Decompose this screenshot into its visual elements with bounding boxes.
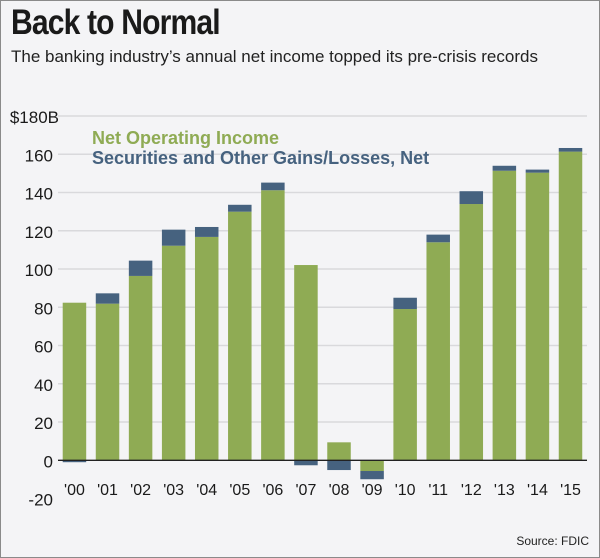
x-tick-label: '00 xyxy=(64,482,85,499)
bar-securities-gains-00 xyxy=(62,460,87,463)
bar-securities-gains-06 xyxy=(261,182,285,191)
bar-securities-gains-08 xyxy=(327,460,351,471)
bar-securities-gains-13 xyxy=(492,165,517,171)
y-tick-label: 0 xyxy=(44,452,53,471)
bar-net-operating-income-14 xyxy=(525,172,550,461)
x-tick-label: '08 xyxy=(329,482,350,499)
bar-net-operating-income-13 xyxy=(492,170,517,461)
bar-securities-gains-15 xyxy=(558,147,583,152)
bar-securities-gains-07 xyxy=(294,460,318,466)
bar-securities-gains-02 xyxy=(128,260,153,276)
x-tick-label: '12 xyxy=(461,482,482,499)
bar-securities-gains-11 xyxy=(426,234,450,243)
bar-securities-gains-14 xyxy=(525,169,550,173)
bar-net-operating-income-09 xyxy=(360,460,384,472)
x-tick-label: '13 xyxy=(494,482,515,499)
bar-net-operating-income-11 xyxy=(426,242,450,461)
x-tick-label: '03 xyxy=(163,482,184,499)
y-tick-label: 140 xyxy=(25,185,53,204)
x-tick-label: '07 xyxy=(296,482,317,499)
bar-net-operating-income-10 xyxy=(393,309,417,461)
legend-entry-net-operating-income: Net Operating Income xyxy=(92,128,279,148)
bar-net-operating-income-02 xyxy=(128,275,153,461)
x-tick-label: '14 xyxy=(527,482,548,499)
source-note: Source: FDIC xyxy=(516,534,589,548)
x-tick-label: '15 xyxy=(560,482,581,499)
bar-net-operating-income-00 xyxy=(62,302,87,461)
bar-securities-gains-10 xyxy=(393,297,417,310)
bar-net-operating-income-05 xyxy=(228,211,252,461)
bar-net-operating-income-15 xyxy=(558,151,583,461)
x-tick-label: '11 xyxy=(428,482,448,499)
y-tick-label: 20 xyxy=(34,414,53,433)
x-tick-label: '05 xyxy=(229,482,250,499)
chart-subtitle: The banking industry’s annual net income… xyxy=(11,47,538,66)
y-tick-label: 60 xyxy=(34,338,53,357)
bar-net-operating-income-06 xyxy=(261,190,285,461)
x-tick-label: '01 xyxy=(97,482,118,499)
legend-entry-securities-gains: Securities and Other Gains/Losses, Net xyxy=(92,148,429,168)
y-tick-label: $180B xyxy=(10,108,59,127)
chart-title: Back to Normal xyxy=(11,3,221,42)
x-tick-label: '10 xyxy=(395,482,416,499)
bar-net-operating-income-08 xyxy=(327,442,351,461)
y-tick-label: -20 xyxy=(28,491,53,510)
y-tick-label: 120 xyxy=(25,223,53,242)
bar-securities-gains-01 xyxy=(95,293,120,304)
bar-securities-gains-05 xyxy=(228,204,252,212)
bar-securities-gains-12 xyxy=(459,191,484,205)
y-tick-label: 160 xyxy=(25,146,53,165)
x-tick-label: '04 xyxy=(196,482,217,499)
bar-securities-gains-03 xyxy=(161,229,186,246)
x-tick-label: '09 xyxy=(362,482,383,499)
bar-net-operating-income-04 xyxy=(194,236,219,461)
y-tick-label: 40 xyxy=(34,376,53,395)
bar-securities-gains-04 xyxy=(194,226,219,237)
bar-net-operating-income-03 xyxy=(161,245,186,461)
x-tick-label: '06 xyxy=(262,482,283,499)
bar-net-operating-income-12 xyxy=(459,204,484,461)
bar-securities-gains-09 xyxy=(360,471,384,480)
bar-net-operating-income-07 xyxy=(294,265,318,461)
y-tick-label: 80 xyxy=(34,299,53,318)
bar-net-operating-income-01 xyxy=(95,303,120,461)
y-tick-label: 100 xyxy=(25,261,53,280)
x-tick-label: '02 xyxy=(130,482,151,499)
